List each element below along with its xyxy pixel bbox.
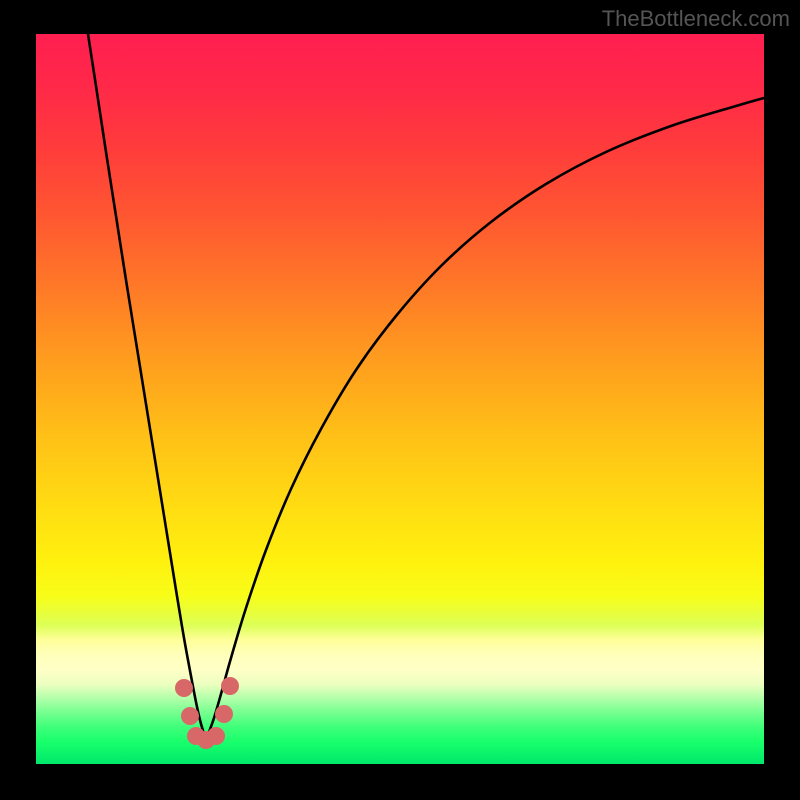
- data-marker: [215, 705, 233, 723]
- chart-svg: [36, 34, 764, 764]
- data-marker: [181, 707, 199, 725]
- data-marker: [221, 677, 239, 695]
- data-marker: [207, 727, 225, 745]
- data-marker: [175, 679, 193, 697]
- watermark-text: TheBottleneck.com: [602, 6, 790, 32]
- chart-plot-area: [36, 34, 764, 764]
